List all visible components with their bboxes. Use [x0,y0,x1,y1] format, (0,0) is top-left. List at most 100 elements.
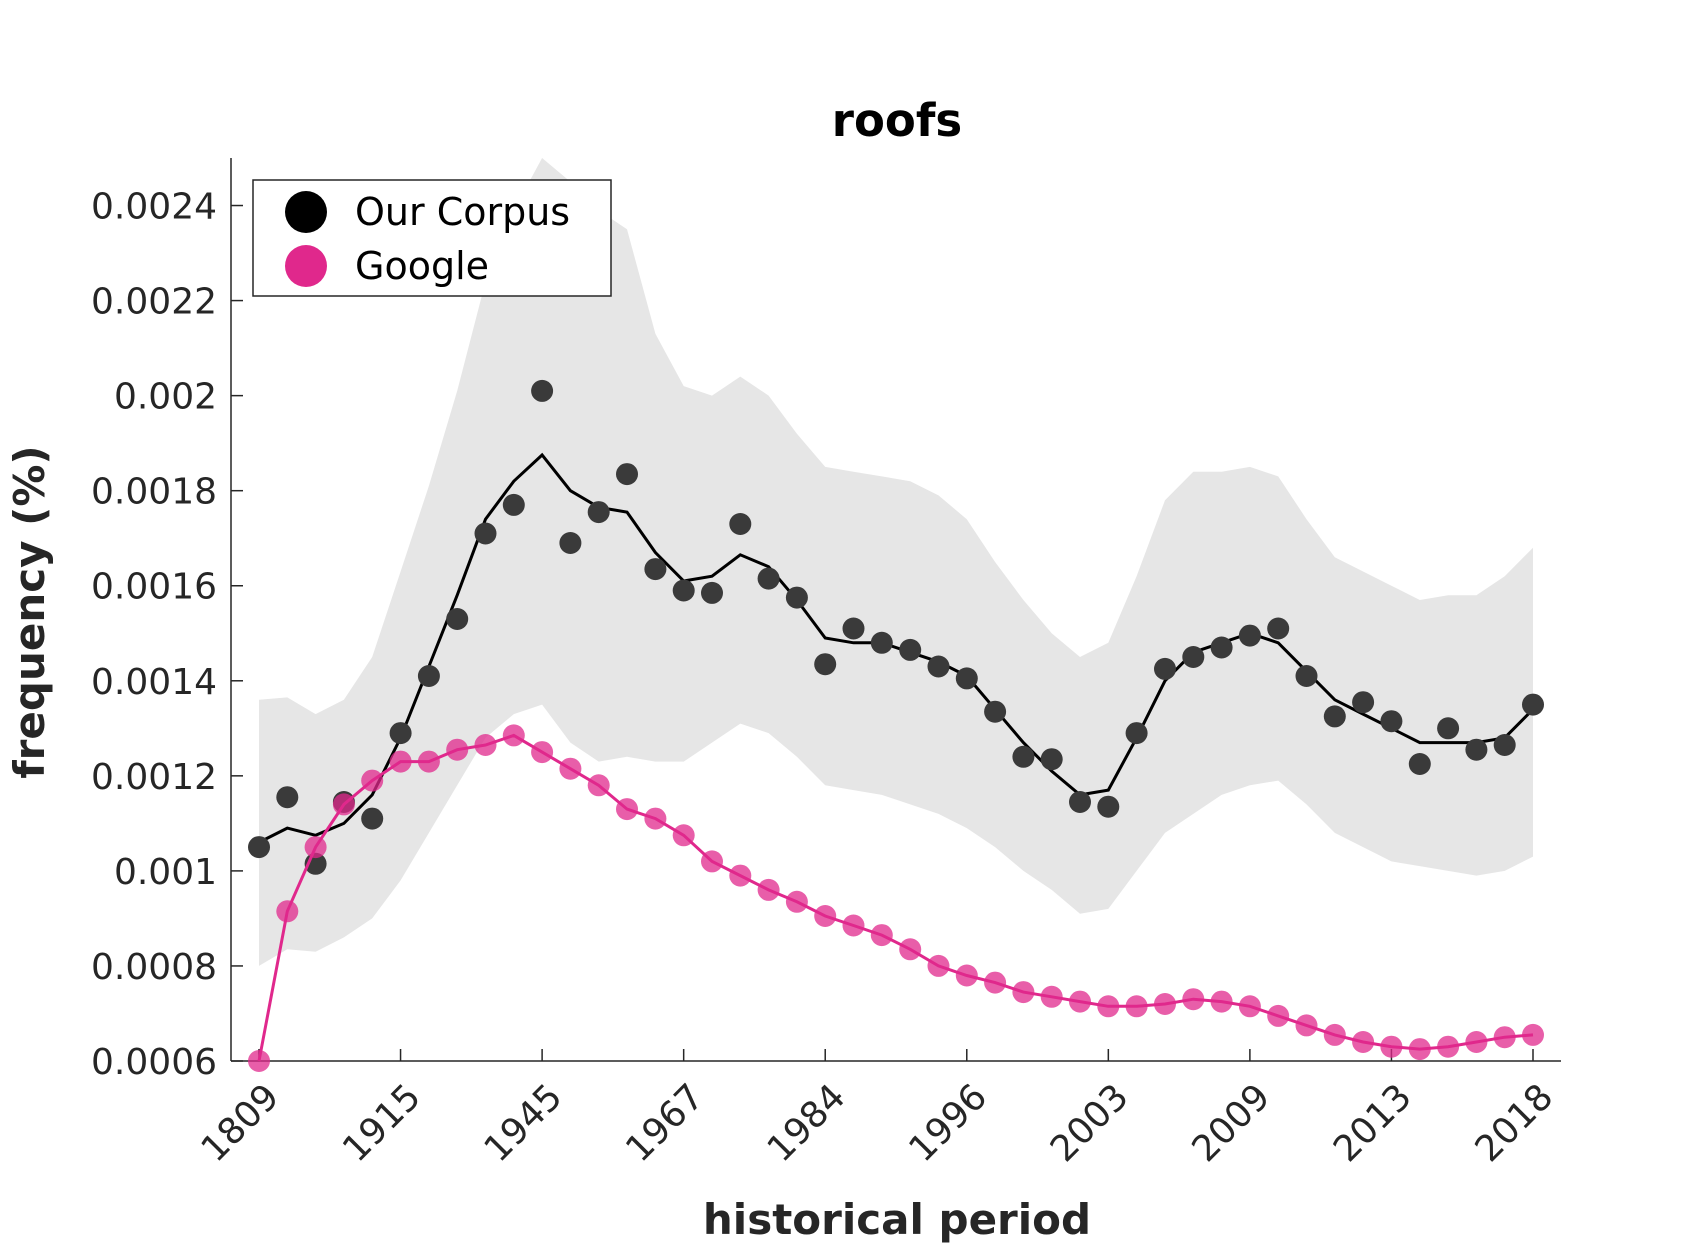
our-corpus-point [870,631,893,654]
our-corpus-point [1465,738,1488,761]
our-corpus-point [1097,795,1120,818]
google-point [304,836,327,859]
our-corpus-point [248,836,270,859]
our-corpus-point [672,579,695,602]
google-point [1323,1023,1346,1046]
x-axis-label: historical period [703,1195,1091,1244]
google-point [1522,1023,1544,1046]
our-corpus-point [729,513,752,535]
our-corpus-point [1267,617,1290,640]
google-point [417,750,440,773]
google-point [899,938,922,961]
google-point [1210,990,1233,1013]
our-corpus-point [417,665,440,687]
google-point [757,878,780,901]
our-corpus-point [616,463,638,486]
legend-marker-google [285,245,327,287]
our-corpus-point [1125,722,1148,745]
google-point [672,824,695,847]
x-tick-label: 1967 [618,1076,712,1170]
google-point [1465,1031,1488,1053]
our-corpus-point [1182,646,1205,668]
our-corpus-point [1323,705,1346,728]
our-corpus-point [502,493,525,516]
google-point [559,757,582,780]
y-tick-label: 0.0016 [91,567,217,608]
google-trend-line [257,733,1534,1062]
google-point [1437,1035,1460,1058]
confidence-band [259,158,1533,966]
y-tick-label: 0.001 [114,852,217,893]
y-tick-label: 0.0014 [91,662,217,703]
google-point [1069,990,1091,1013]
google-point [842,914,865,937]
y-axis-label: frequency (%) [5,445,54,778]
our-corpus-point [1295,665,1318,687]
x-tick-label: 1809 [194,1076,288,1170]
legend: Our Corpus Google [252,179,612,297]
our-corpus-point [1210,636,1233,659]
x-tick-label: 2013 [1326,1076,1420,1170]
google-point [1012,981,1035,1004]
google-point [1097,995,1120,1018]
google-point [1493,1026,1516,1049]
our-corpus-trend-line [258,452,1535,844]
our-corpus-point [531,379,554,402]
our-corpus-point [927,655,950,678]
our-corpus-point [474,522,497,545]
google-point [332,793,355,816]
our-corpus-point [389,722,412,745]
our-corpus-point [1069,791,1091,813]
legend-label-google: Google [355,244,489,288]
our-corpus-point [1352,691,1375,714]
our-corpus-point [701,581,723,604]
google-point [701,850,723,873]
google-point [446,738,469,761]
google-point [927,954,950,977]
chart-title: roofs [832,94,962,147]
google-point [587,774,610,797]
our-corpus-point [587,501,610,524]
google-point [502,724,525,747]
google-point [644,807,667,830]
google-point [1125,995,1148,1018]
our-corpus-point [1493,734,1516,756]
x-tick-label: 1945 [477,1076,571,1170]
google-point [389,750,412,773]
our-corpus-point [1040,748,1063,771]
our-corpus-point [1012,745,1035,768]
y-tick-label: 0.002 [114,377,217,418]
our-corpus-point [814,653,837,676]
google-point [1267,1004,1290,1027]
our-corpus-point [1238,624,1261,647]
google-point [276,900,299,923]
our-corpus-point [446,608,469,630]
our-corpus-point [644,558,667,581]
our-corpus-point [559,532,582,554]
google-point [729,864,752,887]
google-point [785,890,808,913]
google-point [1408,1038,1431,1061]
google-point [1352,1031,1375,1053]
our-corpus-point [899,638,922,661]
y-tick-label: 0.0008 [91,947,217,988]
x-tick-label: 2018 [1468,1076,1562,1170]
y-tick-label: 0.0022 [91,282,217,323]
google-point [1238,995,1261,1018]
our-corpus-point [361,807,384,830]
plot-area: 0.0006 0.0008 0.001 0.0012 0.0014 0.0016 0.001… [91,158,1561,1170]
our-corpus-point [1380,710,1403,733]
google-point [1380,1035,1403,1058]
google-point [814,905,837,927]
google-point [1182,988,1205,1011]
google-point [616,798,638,821]
legend-label-our-corpus: Our Corpus [355,190,570,234]
y-tick-label: 0.0012 [91,757,217,798]
our-corpus-point [757,567,780,590]
our-corpus-point [1522,693,1544,716]
google-point [361,769,384,792]
google-point [1040,985,1063,1008]
our-corpus-point [785,586,808,609]
x-tick-label: 2003 [1043,1076,1137,1170]
